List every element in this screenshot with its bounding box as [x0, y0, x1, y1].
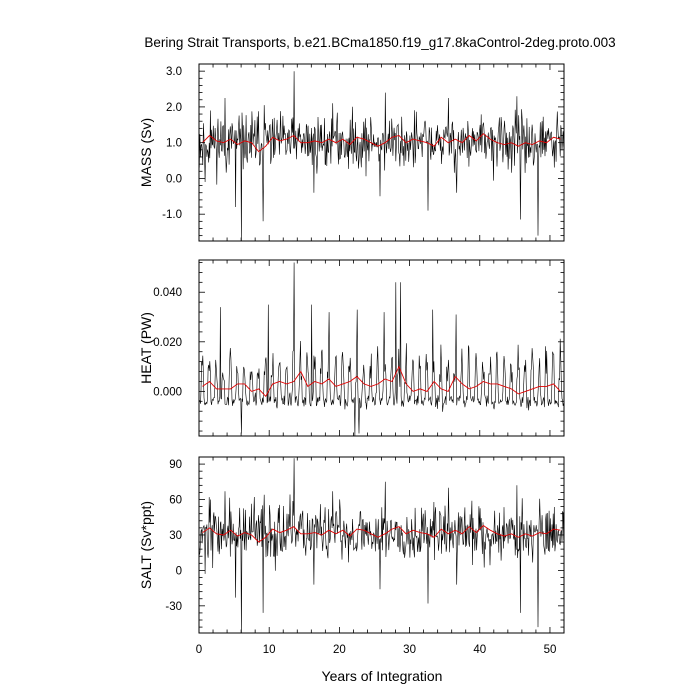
x-tick-label: 30	[403, 644, 416, 656]
y-axis-label: SALT (Sv*ppt)	[138, 501, 154, 589]
heat-panel: 0.040 0.020 0.000 HEAT (PW)	[138, 259, 565, 437]
smoothed-series-line	[202, 133, 561, 153]
y-tick-label: 0.040	[153, 287, 182, 299]
y-tick-label: 0.020	[153, 337, 182, 349]
y-tick-label: 0.0	[166, 173, 182, 185]
x-tick-label: 40	[473, 644, 486, 656]
x-tick-label: 50	[544, 644, 557, 656]
y-tick-label: 0	[176, 565, 182, 577]
y-tick-label: 30	[169, 530, 182, 542]
smoothed-series-line	[202, 524, 561, 543]
panel-frame	[198, 63, 565, 242]
panel-frame	[198, 259, 565, 437]
x-axis-label: Years of Integration	[322, 668, 443, 684]
y-tick-label: 3.0	[166, 66, 182, 78]
y-tick-label: -1.0	[162, 209, 182, 221]
plot-area	[199, 262, 564, 436]
y-axis-label: HEAT (PW)	[138, 312, 154, 384]
salt-panel: 0 10 20 30 40 50 90 60 30 0 -30 SALT (Sv*ppt)	[138, 456, 565, 656]
y-tick-label: -30	[165, 601, 182, 613]
y-tick-label: 60	[169, 495, 182, 507]
y-tick-label: 0.000	[153, 386, 182, 398]
y-tick-label: 1.0	[166, 138, 182, 150]
raw-series-line	[199, 458, 564, 633]
raw-series-line	[199, 71, 564, 241]
x-tick-label: 0	[196, 644, 202, 656]
figure-title: Bering Strait Transports, b.e21.BCma1850…	[144, 35, 615, 50]
y-tick-label: 90	[169, 459, 182, 471]
y-tick-label: 2.0	[166, 102, 182, 114]
y-axis-label: MASS (Sv)	[138, 118, 154, 187]
plot-area	[199, 71, 564, 241]
raw-series-line	[199, 262, 564, 436]
smoothed-series-line	[202, 365, 561, 398]
plot-area	[199, 458, 564, 633]
mass-panel: 3.0 2.0 1.0 0.0 -1.0 MASS (Sv)	[138, 63, 565, 242]
x-tick-label: 10	[263, 644, 276, 656]
panel-frame	[198, 456, 565, 634]
x-tick-label: 20	[333, 644, 346, 656]
